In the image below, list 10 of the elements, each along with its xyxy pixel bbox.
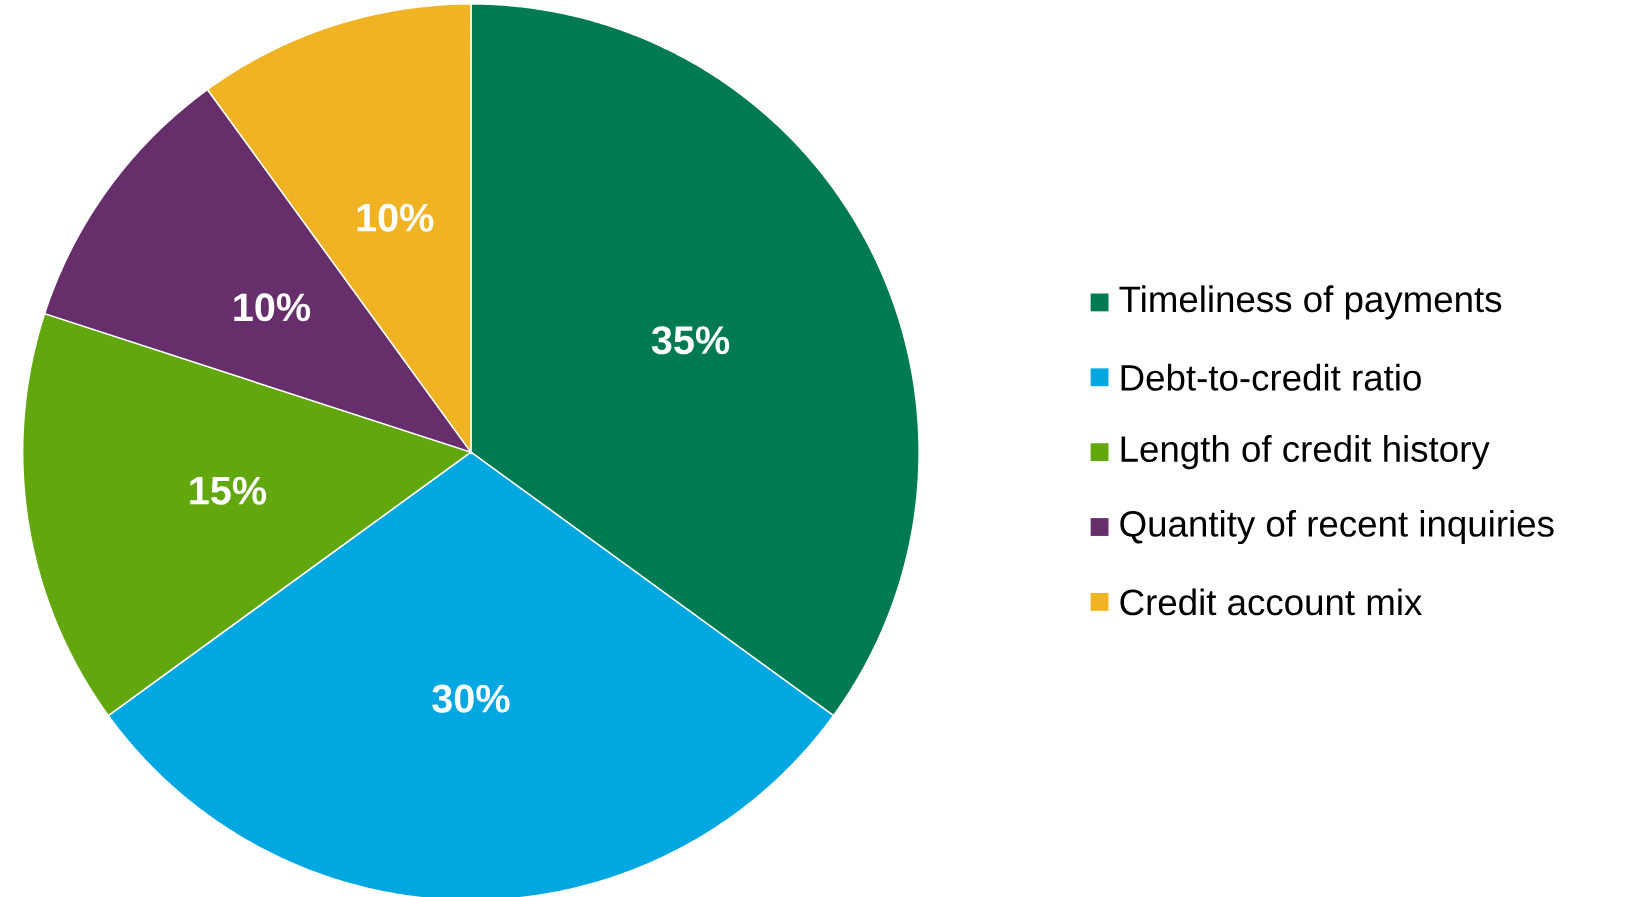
legend-label: Length of credit history (1121, 434, 1490, 470)
legend-label: Credit account mix (1120, 588, 1422, 616)
legend-label: Quantity of recent inquiries (1120, 509, 1554, 544)
data-label: 35% (651, 325, 730, 355)
data-label: 30% (432, 684, 510, 713)
data-label: 15% (190, 476, 267, 505)
data-label: 10% (234, 293, 311, 322)
legend-label: Debt-to-credit ratio (1121, 363, 1421, 391)
legend-label: Timeliness of payments (1119, 285, 1502, 320)
data-label: 10% (357, 203, 434, 232)
